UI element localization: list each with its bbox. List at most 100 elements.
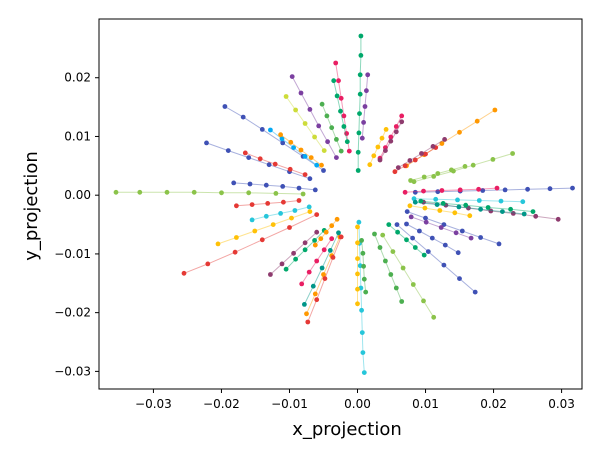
data-point xyxy=(570,185,575,191)
data-point xyxy=(547,186,553,192)
data-point xyxy=(500,209,505,215)
ray-49 xyxy=(312,216,340,248)
data-point xyxy=(380,232,386,238)
data-point xyxy=(485,205,491,210)
ray-line xyxy=(382,234,435,318)
y-tick-label: 0.01 xyxy=(64,129,91,143)
data-point xyxy=(249,217,255,223)
data-point xyxy=(270,222,276,228)
data-point xyxy=(474,118,480,124)
data-point xyxy=(423,151,428,157)
data-point xyxy=(321,148,327,154)
data-point xyxy=(278,132,283,138)
y-tick-label: −0.02 xyxy=(54,306,91,320)
data-point xyxy=(488,208,494,214)
data-point xyxy=(470,162,476,168)
data-point xyxy=(361,370,367,375)
data-point xyxy=(333,60,339,66)
data-point xyxy=(312,238,317,243)
data-point xyxy=(412,157,418,163)
data-point xyxy=(240,114,246,120)
ray-line xyxy=(396,224,476,293)
data-point xyxy=(459,228,465,234)
data-point xyxy=(302,247,308,253)
data-point xyxy=(365,72,371,78)
data-point xyxy=(431,174,437,179)
data-point xyxy=(407,203,413,209)
data-point xyxy=(219,190,224,196)
ray-10 xyxy=(289,74,339,161)
ray-21 xyxy=(333,60,352,154)
ray-1 xyxy=(181,212,320,276)
data-point xyxy=(496,241,502,247)
data-point xyxy=(234,235,239,240)
data-point xyxy=(234,203,239,209)
data-point xyxy=(305,319,311,325)
data-point xyxy=(280,140,286,146)
data-point xyxy=(314,297,320,303)
data-point xyxy=(308,155,314,161)
data-point xyxy=(435,189,441,195)
data-point xyxy=(312,242,318,248)
data-point xyxy=(375,144,381,150)
data-point xyxy=(272,161,278,167)
ray-line xyxy=(183,214,317,274)
ray-9 xyxy=(355,33,364,173)
data-point xyxy=(278,211,283,216)
data-point xyxy=(388,272,394,277)
ray-41 xyxy=(331,78,350,145)
y-axis-ticks: −0.03 −0.02 −0.01 0.00 0.01 0.02 xyxy=(54,71,99,378)
ray-27 xyxy=(392,145,439,175)
data-point xyxy=(231,180,237,186)
data-point xyxy=(304,311,309,317)
ray-0 xyxy=(113,189,306,197)
data-point xyxy=(322,276,328,281)
data-point xyxy=(266,162,272,168)
data-point xyxy=(181,270,187,276)
data-point xyxy=(449,167,454,173)
data-point xyxy=(520,199,526,205)
data-point xyxy=(259,126,265,132)
ray-43 xyxy=(319,101,344,154)
data-point xyxy=(355,168,361,173)
data-point xyxy=(222,104,228,109)
data-point xyxy=(492,107,498,113)
data-point xyxy=(510,151,515,156)
data-point xyxy=(330,255,336,260)
data-point xyxy=(408,214,414,220)
ray-line xyxy=(357,36,362,171)
data-point xyxy=(205,261,211,267)
data-point xyxy=(412,199,418,205)
x-axis-ticks: −0.03 −0.02 −0.01 0.00 0.01 0.02 0.03 xyxy=(135,389,575,411)
data-point xyxy=(232,249,238,255)
ray-8 xyxy=(355,224,360,307)
y-tick-label: −0.01 xyxy=(54,247,91,261)
ray-47 xyxy=(395,137,447,171)
ray-45 xyxy=(234,198,302,209)
data-point xyxy=(356,130,362,136)
data-point xyxy=(273,191,279,196)
data-point xyxy=(408,178,413,183)
data-point xyxy=(359,238,364,243)
data-point xyxy=(441,262,447,268)
data-point xyxy=(439,188,445,193)
data-point xyxy=(383,148,388,154)
data-point xyxy=(372,231,377,237)
data-point xyxy=(555,216,561,222)
data-point xyxy=(312,291,318,297)
ray-line xyxy=(116,191,304,195)
plot-frame xyxy=(98,18,583,390)
data-point xyxy=(319,101,325,107)
data-point xyxy=(321,272,326,277)
data-point xyxy=(204,140,209,146)
data-point xyxy=(323,229,329,235)
data-point xyxy=(388,138,394,144)
data-point xyxy=(321,168,326,173)
ray-line xyxy=(420,200,534,213)
data-point xyxy=(252,228,258,234)
ray-line xyxy=(374,233,403,302)
data-point xyxy=(225,148,231,154)
data-point xyxy=(302,154,308,159)
data-point xyxy=(383,126,389,132)
